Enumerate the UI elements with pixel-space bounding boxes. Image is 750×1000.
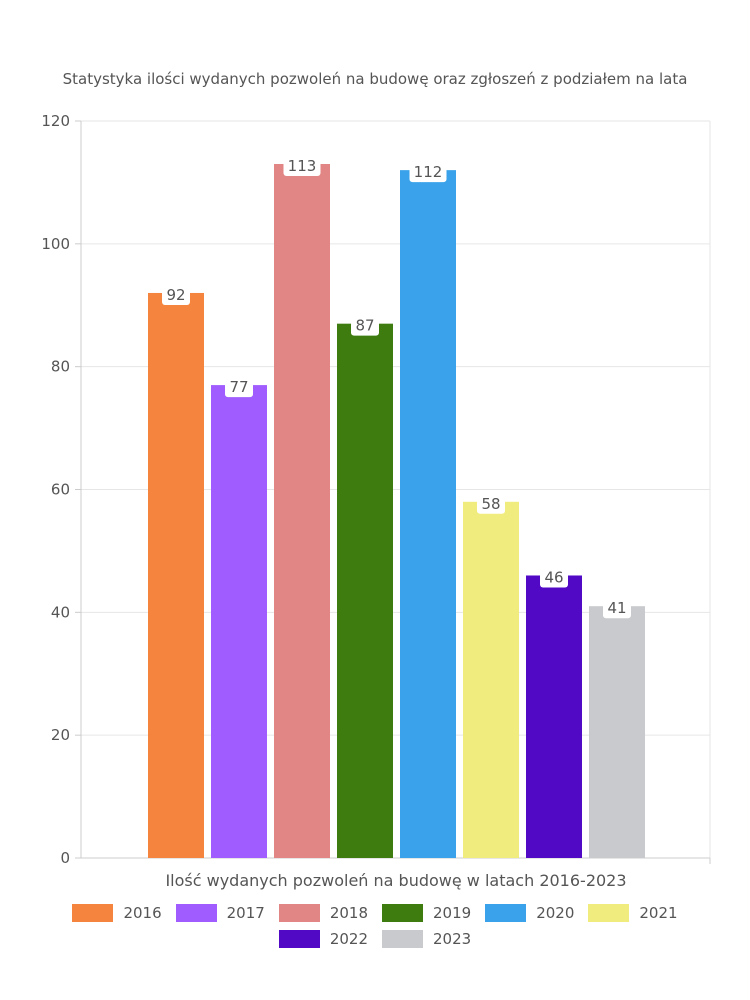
legend: 2016 2017 2018 2019 2020 2021 2022 2023	[0, 900, 750, 952]
legend-label: 2018	[329, 904, 368, 922]
y-tick-label: 120	[41, 112, 70, 130]
legend-swatch	[278, 904, 320, 922]
data-label-2019: 87	[355, 317, 374, 335]
legend-item-2023[interactable]: 2023	[382, 930, 471, 948]
legend-swatch	[278, 930, 320, 948]
bars	[148, 163, 645, 859]
legend-swatch	[175, 904, 217, 922]
data-label-2023: 41	[607, 599, 626, 617]
data-label-background	[283, 155, 321, 176]
legend-swatch	[72, 904, 114, 922]
legend-label: 2022	[329, 930, 368, 948]
bar-2020	[400, 170, 456, 859]
legend-label: 2020	[536, 904, 575, 922]
bar-2022	[526, 575, 582, 858]
legend-label: 2023	[433, 930, 472, 948]
legend-row: 2016 2017 2018 2019 2020 2021	[0, 900, 750, 926]
legend-swatch	[382, 930, 423, 948]
data-label-2020: 112	[414, 163, 443, 181]
y-tick-label: 100	[41, 235, 70, 253]
y-tick-label: 20	[51, 726, 70, 744]
bar-2019	[337, 323, 393, 858]
data-label-background	[603, 598, 631, 619]
data-labels: 92 77 113 87 112 58 46 41	[162, 155, 631, 619]
bar-2023	[589, 606, 645, 858]
y-tick-label: 40	[51, 603, 70, 621]
legend-item-2022[interactable]: 2022	[278, 930, 368, 948]
bar-2018	[274, 163, 330, 858]
data-label-background	[540, 567, 568, 588]
data-label-background	[409, 162, 447, 183]
bar-2021	[463, 501, 519, 858]
data-label-background	[225, 377, 253, 398]
data-label-2018: 113	[288, 157, 317, 175]
data-label-2016: 92	[166, 286, 185, 304]
legend-item-2020[interactable]: 2020	[485, 904, 574, 922]
legend-item-2017[interactable]: 2017	[175, 904, 265, 922]
legend-row: 2022 2023	[0, 926, 750, 952]
data-label-2017: 77	[229, 378, 248, 396]
chart-title: Statystyka ilości wydanych pozwoleń na b…	[62, 70, 688, 88]
bar-2017	[211, 385, 267, 858]
legend-label: 2016	[123, 904, 162, 922]
y-tick-label: 60	[51, 481, 70, 499]
x-axis-title: Ilość wydanych pozwoleń na budowę w lata…	[165, 871, 626, 890]
legend-swatch	[485, 904, 527, 922]
legend-label: 2019	[433, 904, 472, 922]
legend-swatch	[588, 904, 630, 922]
legend-label: 2017	[226, 904, 265, 922]
data-label-background	[477, 493, 505, 514]
data-label-2021: 58	[481, 495, 500, 513]
y-tick-label: 0	[60, 849, 70, 867]
y-tick-label: 80	[51, 358, 70, 376]
legend-label: 2021	[639, 904, 678, 922]
legend-item-2021[interactable]: 2021	[588, 904, 678, 922]
y-tick-labels: 0 20 40 60 80 100 120	[41, 112, 70, 867]
legend-item-2018[interactable]: 2018	[278, 904, 368, 922]
data-label-2022: 46	[544, 568, 563, 586]
data-label-background	[351, 315, 379, 336]
legend-item-2019[interactable]: 2019	[382, 904, 471, 922]
bar-2016	[148, 292, 204, 858]
data-label-background	[162, 284, 190, 305]
legend-swatch	[382, 904, 423, 922]
legend-item-2016[interactable]: 2016	[72, 904, 162, 922]
